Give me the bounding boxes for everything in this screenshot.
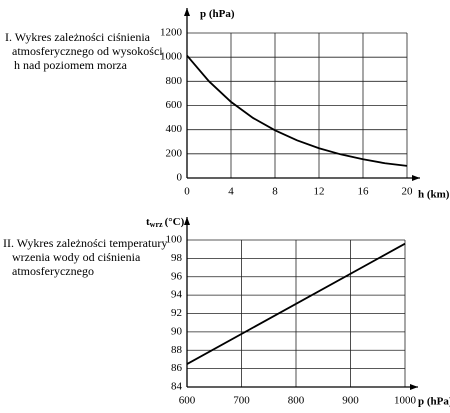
y-axis-label-sub: wrz [150, 220, 163, 229]
data-line [186, 55, 408, 167]
y-axis-label-main: p (hPa) [200, 8, 235, 20]
x-tick-label: 800 [288, 395, 305, 407]
y-tick-label: 200 [166, 147, 183, 159]
y-tick-label: 94 [171, 289, 183, 301]
x-axis-arrow [410, 384, 418, 390]
description-line: atmosferycznego [12, 264, 94, 278]
y-tick-label: 88 [171, 344, 183, 356]
description-line: II. Wykres zależności temperatury [3, 236, 167, 250]
x-tick-label: 16 [358, 186, 370, 198]
x-tick-label: 600 [179, 395, 196, 407]
x-tick-label: 4 [228, 186, 234, 198]
y-axis-label: twrz (°C) [146, 216, 185, 229]
x-tick-label: 900 [342, 395, 359, 407]
y-tick-label: 1200 [160, 27, 183, 39]
y-tick-label: 98 [171, 252, 183, 264]
y-tick-label: 90 [171, 325, 183, 337]
y-axis-label-unit: (°C) [165, 216, 185, 228]
y-tick-label: 0 [177, 172, 183, 184]
y-tick-label: 1000 [160, 51, 183, 63]
x-tick-label: 20 [402, 186, 414, 198]
y-tick-label: 96 [171, 270, 183, 282]
y-tick-label: 86 [171, 362, 183, 374]
x-tick-label: 12 [314, 186, 325, 198]
y-axis-label: p (hPa) [200, 8, 235, 20]
x-tick-label: 0 [184, 186, 190, 198]
y-axis-arrow [184, 217, 190, 225]
y-tick-label: 600 [166, 99, 183, 111]
y-tick-label: 92 [171, 307, 182, 319]
x-axis-label: p (hPa) [418, 396, 450, 408]
x-axis-arrow [412, 175, 420, 181]
x-tick-label: 8 [272, 186, 278, 198]
description-line: h nad poziomem morza [14, 58, 128, 72]
x-tick-label: 700 [233, 395, 250, 407]
x-tick-label: 1000 [394, 395, 417, 407]
y-tick-label: 100 [166, 234, 183, 246]
y-tick-label: 800 [166, 75, 183, 87]
y-axis-label-main: t [146, 216, 150, 228]
description-line: atmosferycznego od wysokości [12, 44, 163, 58]
description-line: wrzenia wody od ciśnienia [12, 250, 141, 264]
description-line: I. Wykres zależności ciśnienia [5, 30, 151, 44]
y-tick-label: 84 [171, 381, 183, 393]
y-axis-arrow [184, 8, 190, 16]
x-axis-label: h (km) [418, 189, 450, 201]
y-tick-label: 400 [166, 123, 183, 135]
data-line [186, 242, 406, 365]
